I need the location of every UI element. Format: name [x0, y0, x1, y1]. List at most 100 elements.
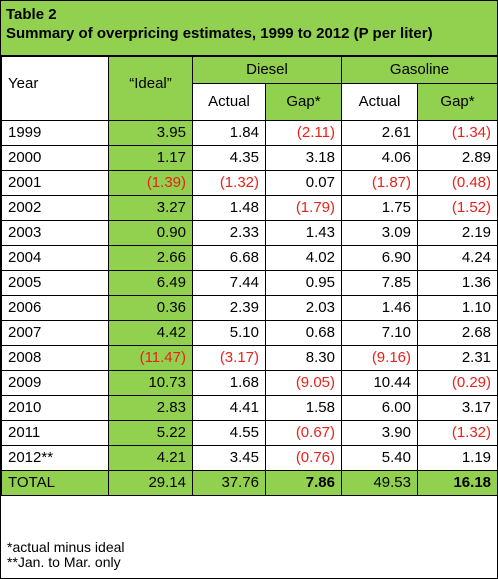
ideal-cell: 2.83	[108, 395, 193, 421]
gasoline-gap-cell: (1.34)	[416, 120, 498, 146]
diesel-actual-cell: 2.39	[192, 295, 266, 321]
table-row: 2009 10.73 1.68 (9.05) 10.44 (0.29)	[1, 370, 498, 396]
gasoline-gap-cell: 2.19	[416, 220, 498, 246]
diesel-gap-cell: 1.58	[265, 395, 342, 421]
gasoline-actual-cell: 7.85	[341, 270, 418, 296]
gasoline-actual-cell: 3.09	[341, 220, 418, 246]
gasoline-actual-cell: 6.90	[341, 245, 418, 271]
table-body: 1999 3.95 1.84 (2.11) 2.61 (1.34) 2000 1.17 4.35…	[1, 120, 498, 496]
year-cell: 2005	[1, 270, 109, 296]
diesel-actual-cell: 2.33	[192, 220, 266, 246]
table-row: 2010 2.83 4.41 1.58 6.00 3.17	[1, 395, 498, 421]
gasoline-actual-cell: 1.75	[341, 195, 418, 221]
table-row: 2006 0.36 2.39 2.03 1.46 1.10	[1, 295, 498, 321]
table-title: Summary of overpricing estimates, 1999 t…	[6, 25, 433, 42]
table-row: 2003 0.90 2.33 1.43 3.09 2.19	[1, 220, 498, 246]
diesel-actual-cell: 7.44	[192, 270, 266, 296]
ideal-cell: 2.66	[108, 245, 193, 271]
ideal-cell: (11.47)	[108, 345, 193, 371]
year-cell: 2006	[1, 295, 109, 321]
year-cell: 2011	[1, 420, 109, 446]
diesel-actual-cell: 4.55	[192, 420, 266, 446]
gasoline-gap-cell: (0.29)	[416, 370, 498, 396]
diesel-actual-cell: 3.45	[192, 445, 266, 471]
gasoline-gap-header: Gap*	[416, 83, 498, 121]
diesel-header: Diesel	[192, 56, 342, 84]
diesel-actual-cell: 5.10	[192, 320, 266, 346]
table-row: 2000 1.17 4.35 3.18 4.06 2.89	[1, 145, 498, 171]
ideal-cell: 0.36	[108, 295, 193, 321]
gasoline-gap-cell: 4.24	[416, 245, 498, 271]
gasoline-gap-cell: 1.19	[416, 445, 498, 471]
diesel-actual-cell: 4.35	[192, 145, 266, 171]
footnote-gap: *actual minus ideal	[7, 539, 125, 555]
year-cell: 2007	[1, 320, 109, 346]
gasoline-gap-cell: (1.32)	[416, 420, 498, 446]
footnotes: *actual minus ideal **Jan. to Mar. only	[7, 540, 125, 570]
table-row: 2007 4.42 5.10 0.68 7.10 2.68	[1, 320, 498, 346]
gasoline-gap-cell: (0.48)	[416, 170, 498, 196]
table-row: 2005 6.49 7.44 0.95 7.85 1.36	[1, 270, 498, 296]
ideal-cell: 6.49	[108, 270, 193, 296]
gasoline-actual-cell: 2.61	[341, 120, 418, 146]
diesel-actual-cell: 1.68	[192, 370, 266, 396]
ideal-cell: 1.17	[108, 145, 193, 171]
gasoline-gap-cell: 16.18	[416, 470, 498, 496]
diesel-actual-header: Actual	[192, 83, 266, 121]
table-row: 2011 5.22 4.55 (0.67) 3.90 (1.32)	[1, 420, 498, 446]
diesel-gap-cell: (0.67)	[265, 420, 342, 446]
diesel-gap-cell: 2.03	[265, 295, 342, 321]
year-cell: 2003	[1, 220, 109, 246]
diesel-gap-cell: 4.02	[265, 245, 342, 271]
ideal-cell: 3.27	[108, 195, 193, 221]
gasoline-actual-header: Actual	[341, 83, 418, 121]
table-row: 2002 3.27 1.48 (1.79) 1.75 (1.52)	[1, 195, 498, 221]
diesel-gap-cell: 3.18	[265, 145, 342, 171]
ideal-cell: 5.22	[108, 420, 193, 446]
footnote-2012: **Jan. to Mar. only	[7, 554, 121, 570]
diesel-actual-cell: 1.84	[192, 120, 266, 146]
gasoline-header: Gasoline	[340, 56, 498, 84]
gasoline-actual-cell: (1.87)	[341, 170, 418, 196]
diesel-gap-cell: (1.79)	[265, 195, 342, 221]
diesel-gap-cell: (2.11)	[265, 120, 342, 146]
ideal-cell: 4.42	[108, 320, 193, 346]
gasoline-gap-cell: 1.36	[416, 270, 498, 296]
diesel-actual-cell: 1.48	[192, 195, 266, 221]
gasoline-actual-cell: 3.90	[341, 420, 418, 446]
ideal-header: “Ideal”	[108, 56, 193, 121]
total-row: TOTAL 29.14 37.76 7.86 49.53 16.18	[1, 470, 498, 496]
diesel-gap-cell: (0.76)	[265, 445, 342, 471]
ideal-cell: 10.73	[108, 370, 193, 396]
gasoline-actual-cell: 10.44	[341, 370, 418, 396]
year-cell: 2008	[1, 345, 109, 371]
ideal-cell: 29.14	[108, 470, 193, 496]
diesel-actual-cell: 6.68	[192, 245, 266, 271]
ideal-cell: (1.39)	[108, 170, 193, 196]
gasoline-actual-cell: 7.10	[341, 320, 418, 346]
diesel-actual-cell: 4.41	[192, 395, 266, 421]
gasoline-actual-cell: 5.40	[341, 445, 418, 471]
ideal-cell: 0.90	[108, 220, 193, 246]
table-row: 2004 2.66 6.68 4.02 6.90 4.24	[1, 245, 498, 271]
table-title-bar: Table 2 Summary of overpricing estimates…	[1, 1, 497, 56]
year-cell: 2000	[1, 145, 109, 171]
year-header: Year	[1, 56, 109, 121]
diesel-actual-cell: (3.17)	[192, 345, 266, 371]
gasoline-gap-cell: 2.68	[416, 320, 498, 346]
gasoline-actual-cell: 49.53	[341, 470, 418, 496]
table-row: 1999 3.95 1.84 (2.11) 2.61 (1.34)	[1, 120, 498, 146]
year-cell: 2001	[1, 170, 109, 196]
gasoline-actual-cell: (9.16)	[341, 345, 418, 371]
ideal-cell: 3.95	[108, 120, 193, 146]
gasoline-actual-cell: 4.06	[341, 145, 418, 171]
year-cell: TOTAL	[1, 470, 109, 496]
table-row: 2012** 4.21 3.45 (0.76) 5.40 1.19	[1, 445, 498, 471]
table-number: Table 2	[6, 6, 57, 23]
header-row-1: Year “Ideal” Diesel Gasoline	[1, 56, 498, 121]
year-cell: 2002	[1, 195, 109, 221]
gasoline-gap-cell: 2.31	[416, 345, 498, 371]
gasoline-actual-cell: 1.46	[341, 295, 418, 321]
gasoline-gap-cell: 1.10	[416, 295, 498, 321]
